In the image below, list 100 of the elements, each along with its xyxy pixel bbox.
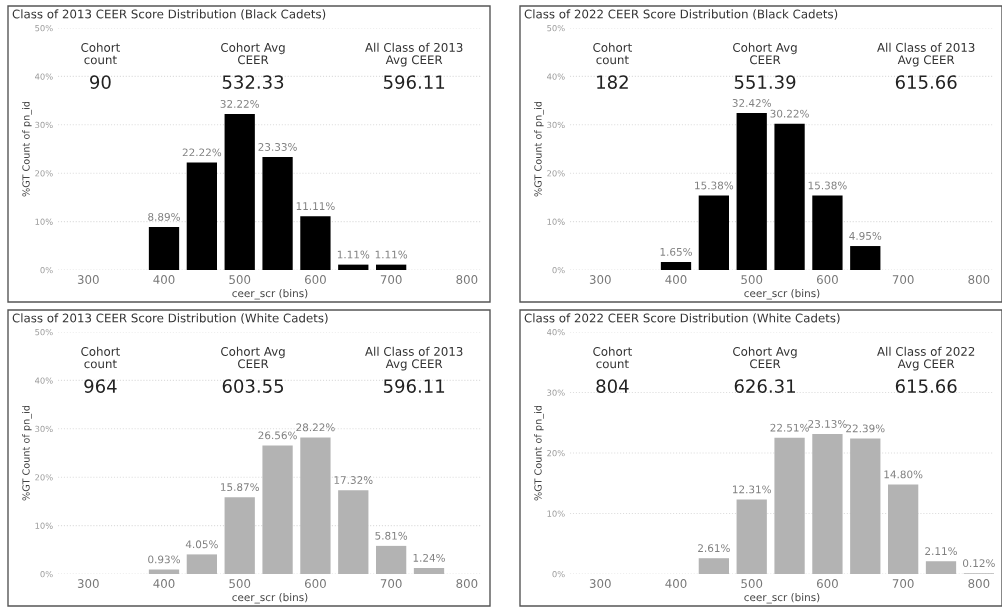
x-tick-label: 300	[589, 275, 611, 284]
y-tick-label: 0%	[552, 570, 565, 578]
x-tick-label: 800	[456, 579, 478, 588]
y-tick-label: 40%	[35, 377, 53, 384]
annotation: Cohort count	[593, 346, 632, 369]
x-axis-title: ceer_scr (bins)	[744, 289, 820, 300]
x-tick-label: 600	[304, 579, 326, 588]
bar	[850, 438, 881, 574]
bar	[186, 554, 217, 574]
bar	[736, 113, 767, 270]
annotation: All Class of 2022 Avg CEER	[877, 346, 975, 371]
annotation: 596.11	[383, 75, 445, 89]
data-label: 1.11%	[375, 250, 408, 259]
y-axis-title: %GT Count of pn_id	[22, 405, 32, 501]
data-label: 4.95%	[849, 231, 882, 240]
y-tick-label: 10%	[35, 218, 53, 225]
data-label: 15.87%	[221, 483, 259, 491]
data-label: 15.38%	[808, 181, 847, 190]
x-tick-label: 800	[968, 275, 990, 284]
bar	[300, 216, 331, 270]
data-label: 1.11%	[337, 250, 370, 259]
data-label: 0.12%	[963, 559, 995, 568]
bar	[376, 545, 407, 574]
bar	[698, 558, 729, 574]
data-label: 30.22%	[770, 109, 809, 118]
bar	[338, 490, 369, 574]
annotation: 626.31	[734, 379, 795, 393]
data-label: 17.32%	[334, 476, 373, 484]
data-label: 4.05%	[185, 540, 218, 549]
x-axis-title: ceer_scr (bins)	[744, 593, 820, 604]
y-tick-label: 20%	[35, 474, 53, 481]
data-label: 11.11%	[296, 202, 335, 211]
data-label: 32.22%	[220, 99, 259, 108]
annotation: Cohort Avg CEER	[733, 42, 797, 65]
bar	[925, 561, 957, 574]
y-tick-label: 30%	[35, 425, 53, 433]
bar	[338, 264, 369, 270]
x-tick-label: 400	[153, 579, 175, 588]
data-label: 23.13%	[808, 420, 847, 428]
x-tick-label: 600	[816, 275, 838, 284]
x-tick-label: 700	[380, 579, 402, 588]
y-tick-label: 30%	[35, 121, 53, 129]
bar	[812, 195, 843, 270]
x-tick-label: 700	[892, 579, 914, 588]
annotation: All Class of 2013 Avg CEER	[365, 346, 463, 371]
annotation: Cohort Avg CEER	[733, 346, 797, 369]
x-axis-title: ceer_scr (bins)	[232, 593, 308, 604]
annotation: Cohort count	[81, 42, 120, 65]
bar	[224, 114, 255, 270]
annotation: Cohort count	[593, 42, 632, 65]
y-tick-label: 30%	[547, 389, 565, 396]
y-tick-label: 20%	[547, 449, 565, 457]
y-tick-label: 40%	[547, 328, 565, 336]
data-label: 22.22%	[182, 148, 222, 157]
bar	[774, 437, 805, 574]
x-tick-label: 400	[665, 275, 687, 284]
x-tick-label: 500	[741, 579, 763, 588]
data-label: 28.22%	[296, 423, 335, 432]
data-label: 12.31%	[733, 485, 771, 494]
x-tick-label: 500	[229, 275, 251, 284]
bar	[774, 123, 805, 270]
x-tick-label: 500	[229, 579, 251, 588]
y-tick-label: 30%	[547, 121, 565, 129]
bar	[262, 445, 293, 574]
bar	[224, 497, 255, 574]
y-tick-label: 0%	[40, 266, 53, 274]
y-tick-label: 40%	[547, 73, 565, 80]
data-label: 22.39%	[846, 424, 885, 433]
chart-title: Class of 2022 CEER Score Distribution (Black Cadets)	[524, 9, 838, 20]
data-label: 2.11%	[925, 547, 957, 556]
y-tick-label: 10%	[547, 510, 565, 517]
data-label: 32.42%	[732, 99, 771, 107]
annotation: 615.66	[895, 75, 957, 89]
x-tick-label: 700	[892, 275, 914, 284]
data-label: 1.24%	[413, 553, 445, 562]
y-tick-label: 50%	[35, 24, 53, 32]
bar	[850, 246, 881, 270]
y-tick-label: 0%	[40, 570, 53, 578]
annotation: 532.33	[222, 75, 284, 89]
annotation: All Class of 2013 Avg CEER	[877, 42, 975, 67]
annotation: 596.11	[383, 379, 445, 393]
bar	[148, 226, 180, 270]
data-label: 22.51%	[770, 423, 809, 432]
x-tick-label: 600	[304, 275, 326, 284]
annotation: All Class of 2013 Avg CEER	[365, 42, 463, 67]
x-tick-label: 700	[380, 275, 402, 284]
y-axis-title: %GT Count of pn_id	[534, 101, 544, 197]
bar	[660, 262, 692, 270]
data-label: 15.38%	[695, 181, 734, 190]
x-tick-label: 600	[816, 579, 838, 588]
annotation: Cohort Avg CEER	[221, 346, 285, 369]
annotation: 603.55	[222, 379, 284, 393]
data-label: 5.81%	[375, 531, 408, 540]
annotation: 615.66	[895, 379, 957, 393]
bar	[413, 568, 445, 574]
bar	[186, 162, 217, 270]
x-tick-label: 400	[665, 579, 687, 588]
x-tick-label: 800	[968, 579, 990, 588]
x-tick-label: 500	[741, 275, 763, 284]
annotation: Cohort count	[81, 346, 120, 369]
